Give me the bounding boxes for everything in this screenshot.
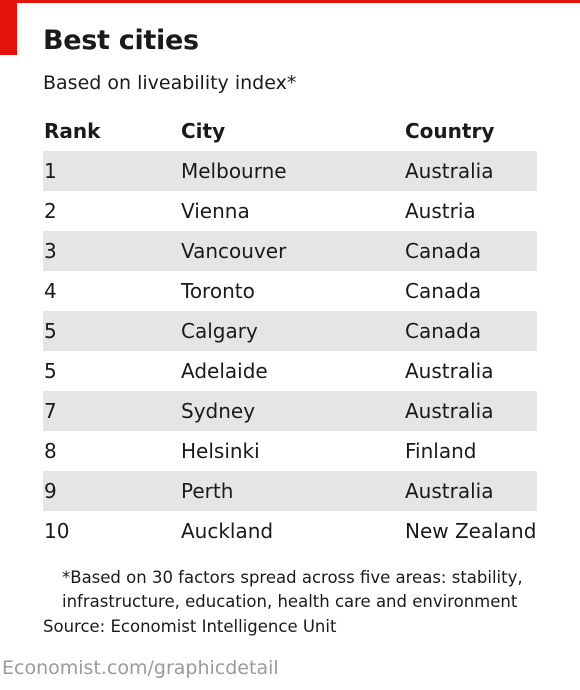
table-header-row: Rank City Country bbox=[43, 111, 537, 151]
cell-country: Australia bbox=[405, 359, 494, 383]
table-row: 2 Vienna Austria bbox=[43, 191, 537, 231]
cell-rank: 8 bbox=[44, 439, 57, 463]
column-header-rank: Rank bbox=[44, 119, 101, 143]
cell-rank: 9 bbox=[44, 479, 57, 503]
cell-country: New Zealand bbox=[405, 519, 537, 543]
table-row: 5 Adelaide Australia bbox=[43, 351, 537, 391]
cell-city: Vienna bbox=[181, 199, 250, 223]
site-credit: Economist.com/graphicdetail bbox=[2, 657, 279, 679]
cell-city: Vancouver bbox=[181, 239, 287, 263]
table-row: 10 Auckland New Zealand bbox=[43, 511, 537, 551]
cell-rank: 7 bbox=[44, 399, 57, 423]
table-body: 1 Melbourne Australia 2 Vienna Austria 3 Vancou… bbox=[43, 151, 537, 551]
top-accent-rule bbox=[0, 0, 580, 3]
cell-city: Toronto bbox=[181, 279, 255, 303]
cell-rank: 10 bbox=[44, 519, 70, 543]
table-row: 7 Sydney Australia bbox=[43, 391, 537, 431]
column-header-city: City bbox=[181, 119, 226, 143]
cell-rank: 2 bbox=[44, 199, 57, 223]
table-row: 8 Helsinki Finland bbox=[43, 431, 537, 471]
cell-rank: 5 bbox=[44, 319, 57, 343]
cell-country: Australia bbox=[405, 399, 494, 423]
cell-country: Finland bbox=[405, 439, 477, 463]
cell-city: Auckland bbox=[181, 519, 274, 543]
table-row: 9 Perth Australia bbox=[43, 471, 537, 511]
table-row: 3 Vancouver Canada bbox=[43, 231, 537, 271]
cell-city: Adelaide bbox=[181, 359, 268, 383]
cell-rank: 1 bbox=[44, 159, 57, 183]
footnote-line-2: infrastructure, education, health care a… bbox=[62, 592, 518, 611]
cell-rank: 3 bbox=[44, 239, 57, 263]
footnote: *Based on 30 factors spread across five … bbox=[62, 566, 523, 614]
chart-title: Best cities bbox=[43, 25, 199, 56]
cell-country: Canada bbox=[405, 279, 482, 303]
cell-country: Canada bbox=[405, 319, 482, 343]
cell-city: Helsinki bbox=[181, 439, 260, 463]
cell-city: Melbourne bbox=[181, 159, 287, 183]
rankings-table: Rank City Country 1 Melbourne Australia 2 Vi… bbox=[43, 111, 537, 551]
table-row: 5 Calgary Canada bbox=[43, 311, 537, 351]
cell-country: Australia bbox=[405, 479, 494, 503]
source-note: Source: Economist Intelligence Unit bbox=[43, 617, 337, 636]
column-header-country: Country bbox=[405, 119, 495, 143]
cell-country: Australia bbox=[405, 159, 494, 183]
footnote-line-1: *Based on 30 factors spread across five … bbox=[62, 568, 523, 587]
cell-city: Perth bbox=[181, 479, 234, 503]
chart-subtitle: Based on liveability index* bbox=[43, 72, 297, 94]
cell-city: Sydney bbox=[181, 399, 256, 423]
cell-country: Canada bbox=[405, 239, 482, 263]
cell-rank: 5 bbox=[44, 359, 57, 383]
red-corner-tag bbox=[0, 0, 17, 55]
table-row: 1 Melbourne Australia bbox=[43, 151, 537, 191]
table-row: 4 Toronto Canada bbox=[43, 271, 537, 311]
cell-country: Austria bbox=[405, 199, 476, 223]
cell-rank: 4 bbox=[44, 279, 57, 303]
cell-city: Calgary bbox=[181, 319, 258, 343]
